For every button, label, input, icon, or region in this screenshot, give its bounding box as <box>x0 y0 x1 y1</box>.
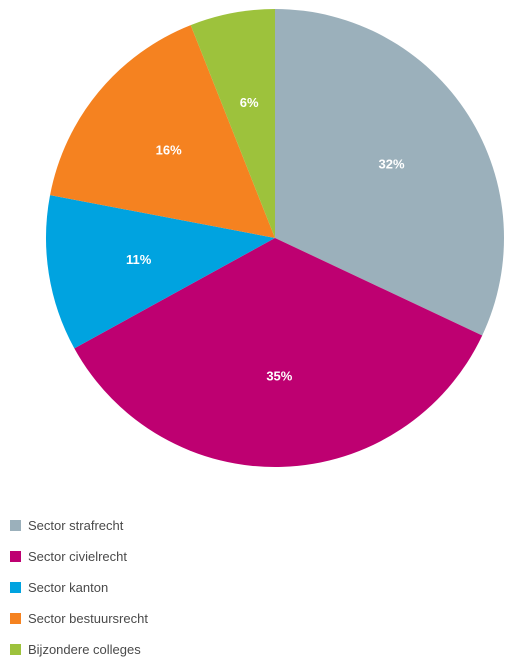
legend-item-sector-strafrecht: Sector strafrecht <box>10 514 148 537</box>
pie-slice-sector-bestuursrecht <box>50 25 276 238</box>
legend-label: Sector kanton <box>28 580 109 595</box>
legend-swatch <box>10 520 21 531</box>
pie-slice-data-label: 6% <box>240 95 259 110</box>
pie-slices <box>46 9 505 467</box>
legend-swatch <box>10 582 21 593</box>
pie-slice-bijzondere-colleges <box>190 9 275 238</box>
pie-slice-sector-civielrecht <box>74 238 483 467</box>
pie-slice-data-label: 32% <box>379 157 405 172</box>
legend-swatch <box>10 613 21 624</box>
legend-label: Sector bestuursrecht <box>28 611 148 626</box>
pie-chart: 32% 35% 11% 16% 6% <box>46 9 505 467</box>
legend-swatch <box>10 551 21 562</box>
legend-item-sector-kanton: Sector kanton <box>10 576 148 599</box>
legend-label: Bijzondere colleges <box>28 642 141 657</box>
legend-item-sector-bestuursrecht: Sector bestuursrecht <box>10 607 148 630</box>
chart-legend: Sector strafrecht Sector civielrecht Sec… <box>10 514 148 669</box>
pie-slice-sector-strafrecht <box>275 9 505 336</box>
pie-slice-sector-kanton <box>46 195 275 349</box>
pie-slice-data-label: 35% <box>266 368 292 383</box>
pie-slice-labels: 32% 35% 11% 16% 6% <box>126 95 405 383</box>
legend-swatch <box>10 644 21 655</box>
legend-label: Sector strafrecht <box>28 518 124 533</box>
legend-label: Sector civielrecht <box>28 549 127 564</box>
pie-slice-data-label: 16% <box>156 143 182 158</box>
pie-slice-data-label: 11% <box>126 252 152 267</box>
legend-item-sector-civielrecht: Sector civielrecht <box>10 545 148 568</box>
legend-item-bijzondere-colleges: Bijzondere colleges <box>10 638 148 661</box>
